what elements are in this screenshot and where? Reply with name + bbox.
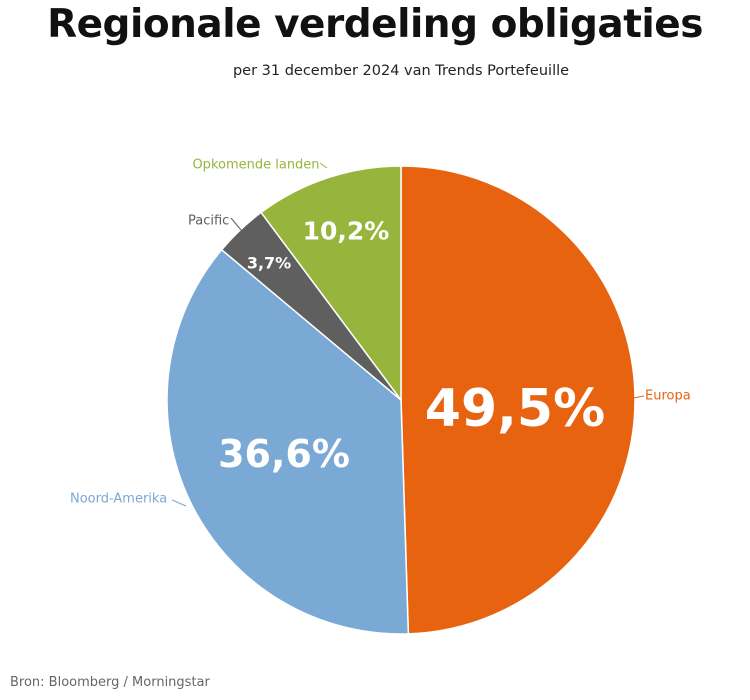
pie-slice-opkomende-landen	[260, 165, 402, 403]
pie-slice-noord-amerika	[166, 248, 410, 635]
value-label-opkomende-landen: 10,2%	[303, 217, 390, 246]
category-label-europa: Europa	[645, 389, 691, 404]
category-label-pacific: Pacific	[188, 214, 229, 229]
category-label-opkomende-landen: Opkomende landen	[192, 158, 319, 173]
leader-line-opkomende-landen	[319, 162, 328, 169]
chart-subtitle: per 31 december 2024 van Trends Portefeu…	[232, 63, 570, 79]
pie-slice-europa	[400, 165, 636, 635]
value-label-pacific: 3,7%	[247, 254, 291, 273]
leader-line-noord-amerika	[171, 499, 187, 507]
value-label-noord-amerika: 36,6%	[218, 432, 350, 476]
source-note: Bron: Bloomberg / Morningstar	[10, 675, 210, 690]
value-label-europa: 49,5%	[425, 379, 605, 439]
leader-line-pacific	[230, 217, 242, 231]
chart-title: Regionale verdeling obligaties	[47, 2, 703, 47]
category-label-noord-amerika: Noord-Amerika	[70, 492, 167, 507]
leader-line-europa	[632, 395, 645, 399]
